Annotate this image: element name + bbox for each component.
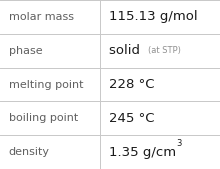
Text: boiling point: boiling point — [9, 113, 78, 123]
Text: 245 °C: 245 °C — [109, 112, 154, 125]
Text: 228 °C: 228 °C — [109, 78, 154, 91]
Text: 3: 3 — [176, 139, 181, 148]
Text: phase: phase — [9, 46, 42, 56]
Text: (at STP): (at STP) — [148, 46, 181, 55]
Text: 1.35 g/cm: 1.35 g/cm — [109, 146, 176, 159]
Text: molar mass: molar mass — [9, 12, 74, 22]
Text: 115.13 g/mol: 115.13 g/mol — [109, 10, 198, 23]
Text: density: density — [9, 147, 50, 157]
Text: melting point: melting point — [9, 79, 83, 90]
Text: solid: solid — [109, 44, 148, 57]
